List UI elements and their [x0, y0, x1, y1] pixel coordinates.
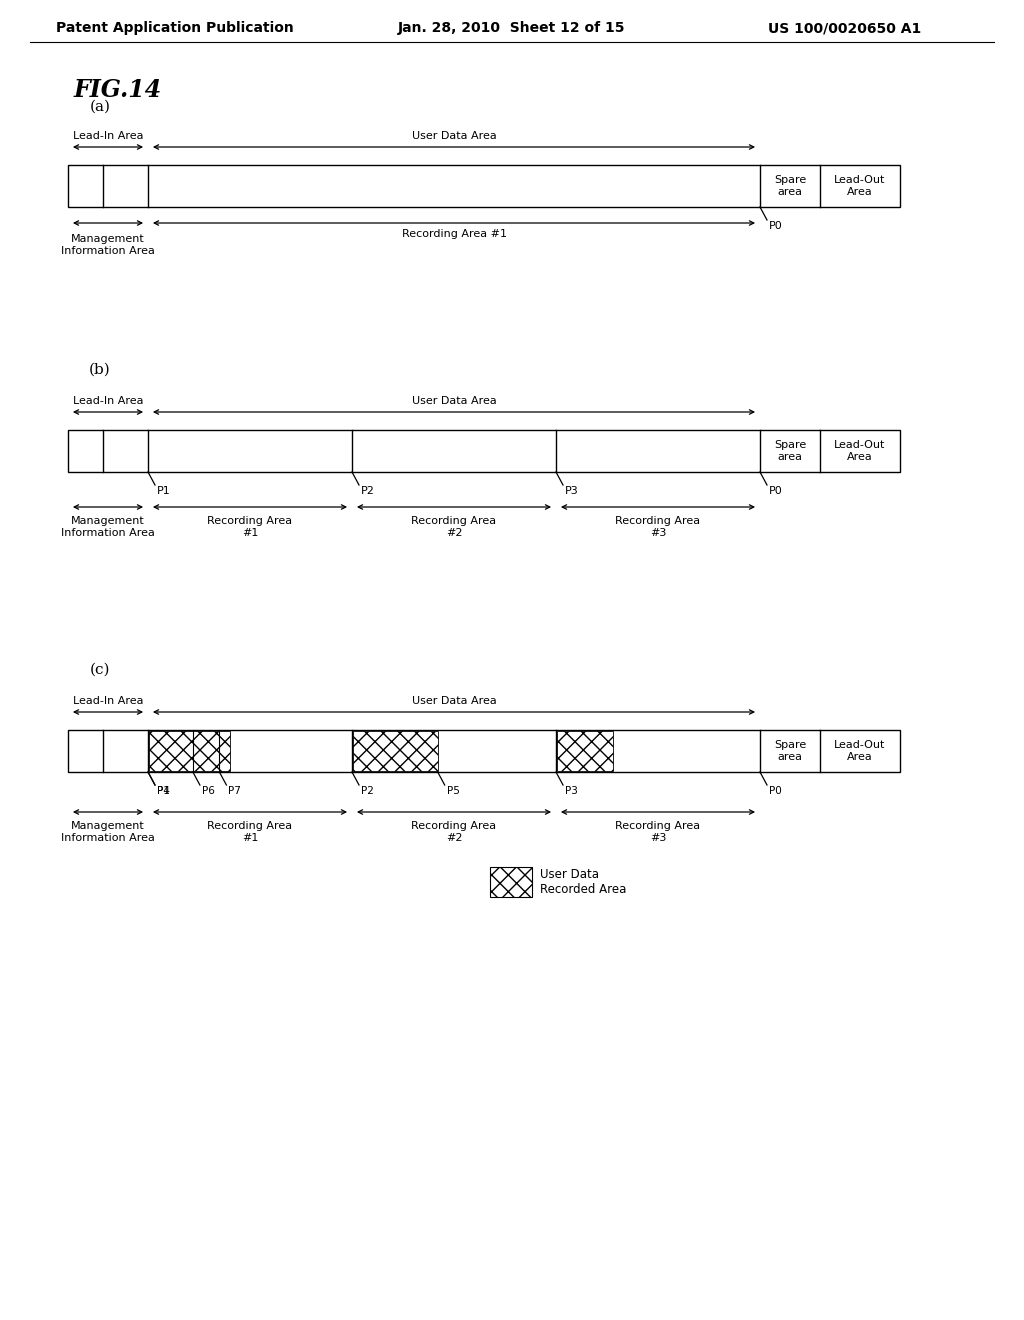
Text: P7: P7 — [228, 785, 242, 796]
Text: Lead-In Area: Lead-In Area — [73, 396, 143, 407]
Text: Lead-Out
Area: Lead-Out Area — [835, 741, 886, 762]
Bar — [68, 730, 900, 772]
Bar — [490, 867, 532, 898]
Text: Recording Area
#3: Recording Area #3 — [615, 821, 700, 842]
Text: Recording Area
#3: Recording Area #3 — [615, 516, 700, 537]
Text: Management
Information Area: Management Information Area — [61, 821, 155, 842]
Text: User Data Area: User Data Area — [412, 396, 497, 407]
Text: P0: P0 — [769, 486, 782, 496]
Text: (b): (b) — [89, 363, 111, 378]
Text: Recording Area
#2: Recording Area #2 — [412, 516, 497, 537]
Text: US 100/0020650 A1: US 100/0020650 A1 — [768, 21, 922, 36]
Text: Lead-In Area: Lead-In Area — [73, 131, 143, 141]
Text: P6: P6 — [202, 785, 215, 796]
Text: Recording Area
#2: Recording Area #2 — [412, 821, 497, 842]
Bar — [68, 165, 900, 207]
Text: P3: P3 — [565, 785, 578, 796]
Text: (c): (c) — [90, 663, 111, 677]
Text: User Data Area: User Data Area — [412, 696, 497, 706]
Text: Recording Area
#1: Recording Area #1 — [208, 516, 293, 537]
Text: Jan. 28, 2010  Sheet 12 of 15: Jan. 28, 2010 Sheet 12 of 15 — [398, 21, 626, 36]
Text: P4: P4 — [157, 785, 170, 796]
Text: Lead-In Area: Lead-In Area — [73, 696, 143, 706]
Text: Spare
area: Spare area — [774, 741, 806, 762]
Bar — [353, 731, 437, 771]
Text: FIG.14: FIG.14 — [74, 78, 162, 102]
Text: P2: P2 — [361, 785, 374, 796]
Text: Lead-Out
Area: Lead-Out Area — [835, 440, 886, 462]
Text: P5: P5 — [446, 785, 460, 796]
Text: Management
Information Area: Management Information Area — [61, 516, 155, 537]
Text: P1: P1 — [157, 486, 171, 496]
Text: P1: P1 — [157, 785, 170, 796]
Text: P0: P0 — [769, 220, 782, 231]
Text: (a): (a) — [89, 100, 111, 114]
Text: Spare
area: Spare area — [774, 176, 806, 197]
Text: P3: P3 — [565, 486, 579, 496]
Text: User Data Area: User Data Area — [412, 131, 497, 141]
Bar — [68, 430, 900, 473]
Text: Management
Information Area: Management Information Area — [61, 234, 155, 256]
Text: P2: P2 — [361, 486, 375, 496]
Bar — [557, 731, 613, 771]
Bar — [150, 731, 229, 771]
Text: Patent Application Publication: Patent Application Publication — [56, 21, 294, 36]
Text: Recording Area #1: Recording Area #1 — [401, 228, 507, 239]
Text: Lead-Out
Area: Lead-Out Area — [835, 176, 886, 197]
Text: User Data
Recorded Area: User Data Recorded Area — [540, 869, 627, 896]
Text: Recording Area
#1: Recording Area #1 — [208, 821, 293, 842]
Text: P0: P0 — [769, 785, 781, 796]
Text: Spare
area: Spare area — [774, 440, 806, 462]
